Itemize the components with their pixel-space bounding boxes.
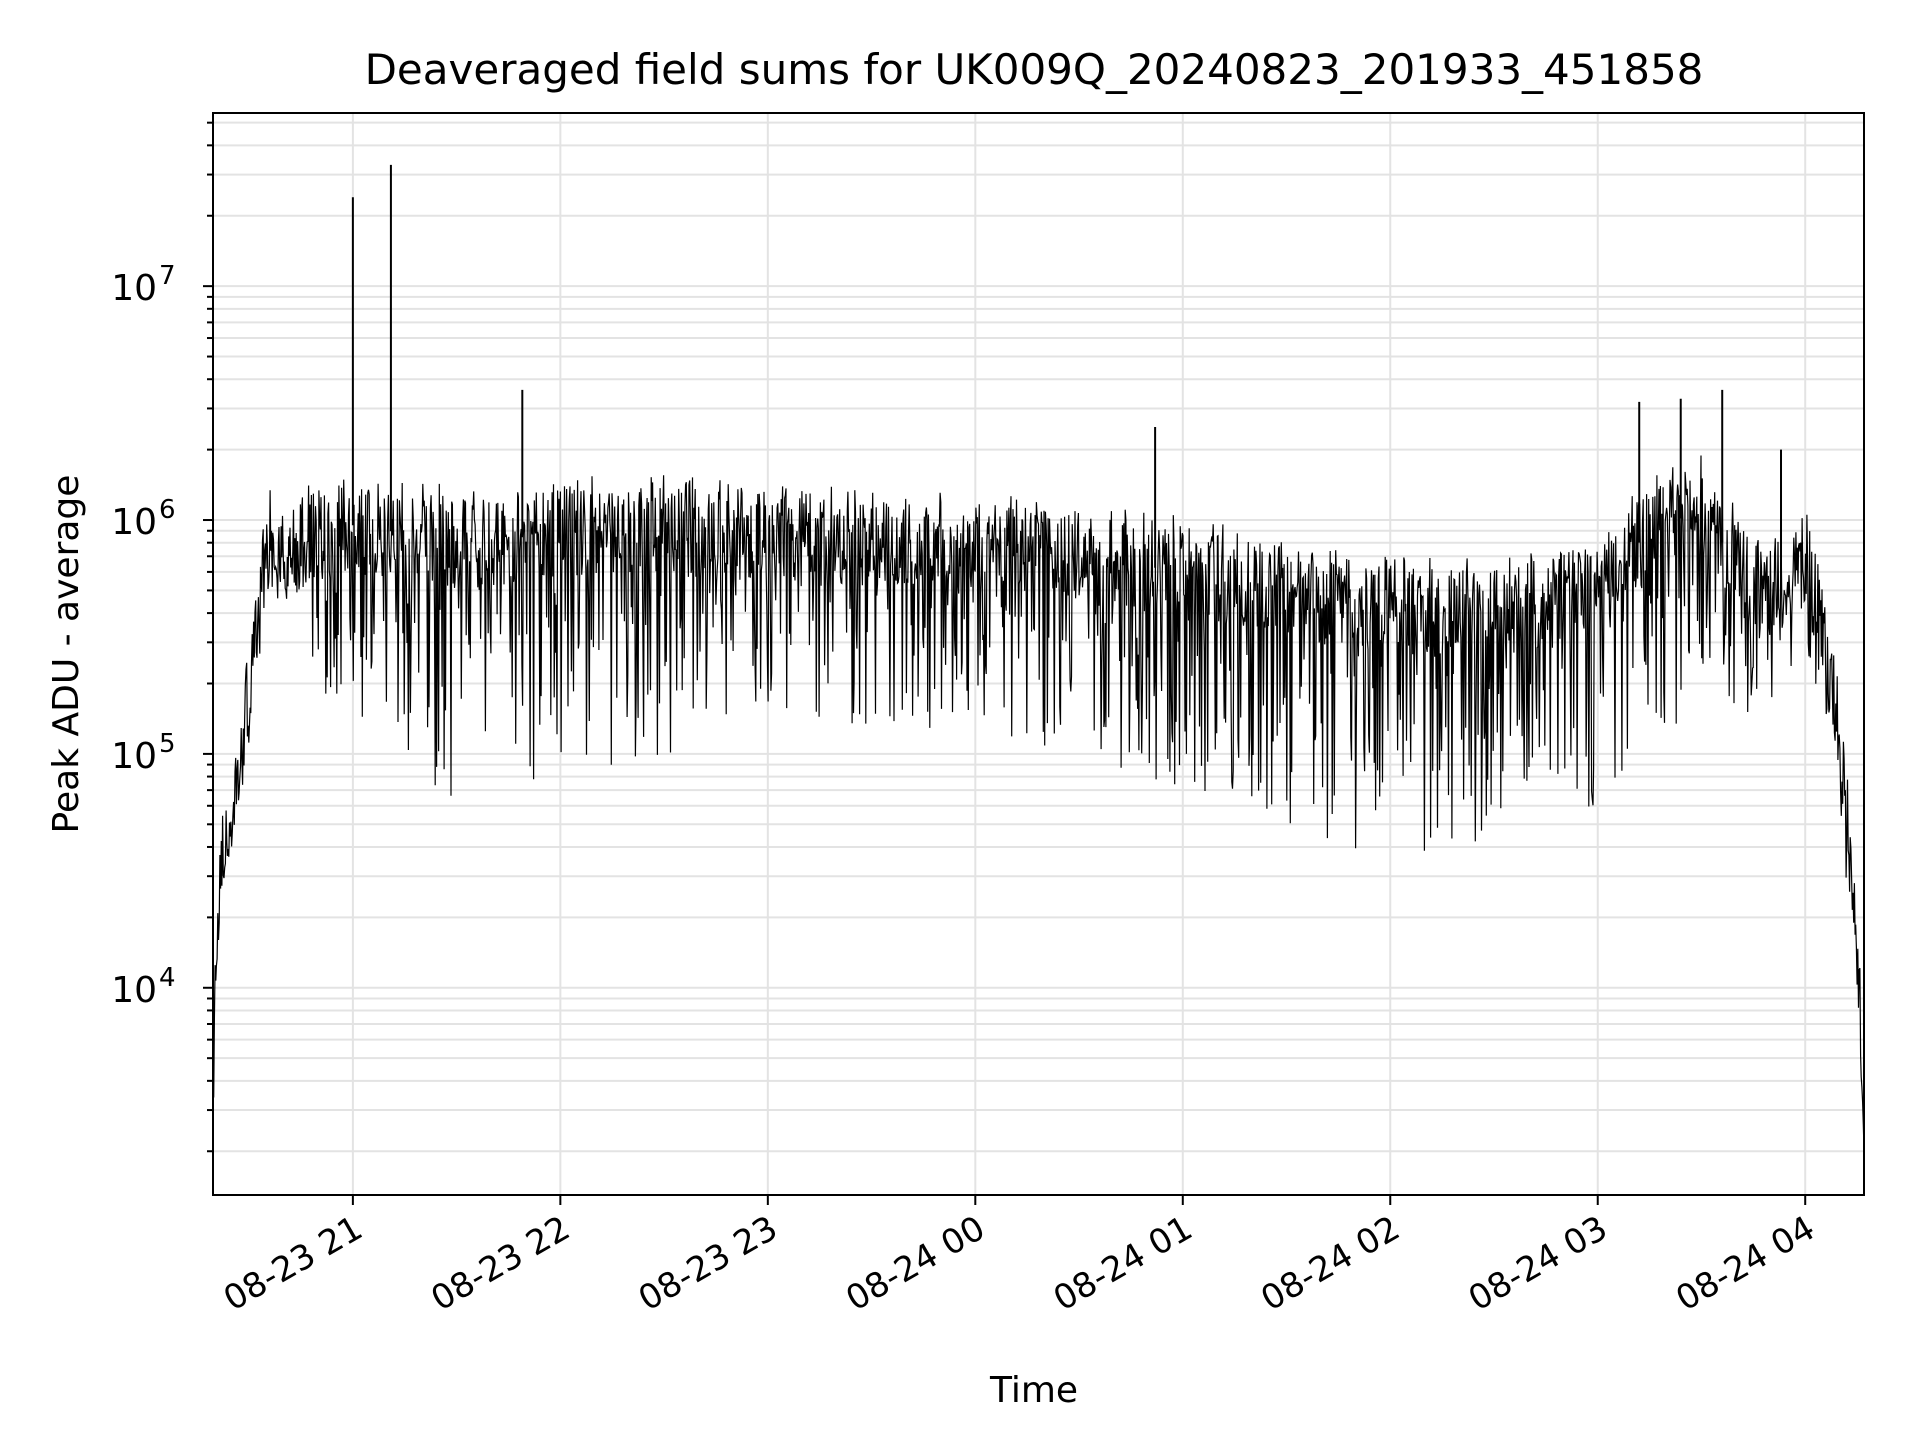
x-tick-label: 08-24 03: [1462, 1208, 1614, 1319]
y-tick-label: 10: [111, 970, 157, 1011]
x-tick-label: 08-24 00: [839, 1208, 991, 1319]
y-tick-exponent: 7: [159, 261, 176, 291]
plot-frame: [212, 112, 1865, 1196]
y-tick-label: 10: [111, 736, 157, 777]
y-tick-exponent: 4: [159, 963, 176, 993]
plot-area: [212, 164, 1865, 1151]
x-tick-label: 08-23 22: [424, 1208, 576, 1319]
x-tick-label: 08-24 01: [1047, 1208, 1199, 1319]
x-axis-label: Time: [989, 1370, 1078, 1411]
chart-title: Deaveraged field sums for UK009Q_2024082…: [365, 45, 1704, 94]
x-tick-label: 08-24 04: [1669, 1208, 1821, 1319]
y-axis-label: Peak ADU - average: [46, 475, 87, 834]
y-tick-exponent: 5: [159, 729, 176, 759]
x-tick-label: 08-24 02: [1254, 1208, 1406, 1319]
y-tick-label: 10: [111, 502, 157, 543]
x-tick-label: 08-23 23: [632, 1208, 784, 1319]
x-tick-label: 08-23 21: [217, 1208, 369, 1319]
y-tick-label: 10: [111, 268, 157, 309]
series-line: [212, 455, 1865, 1151]
y-tick-exponent: 6: [159, 495, 176, 525]
